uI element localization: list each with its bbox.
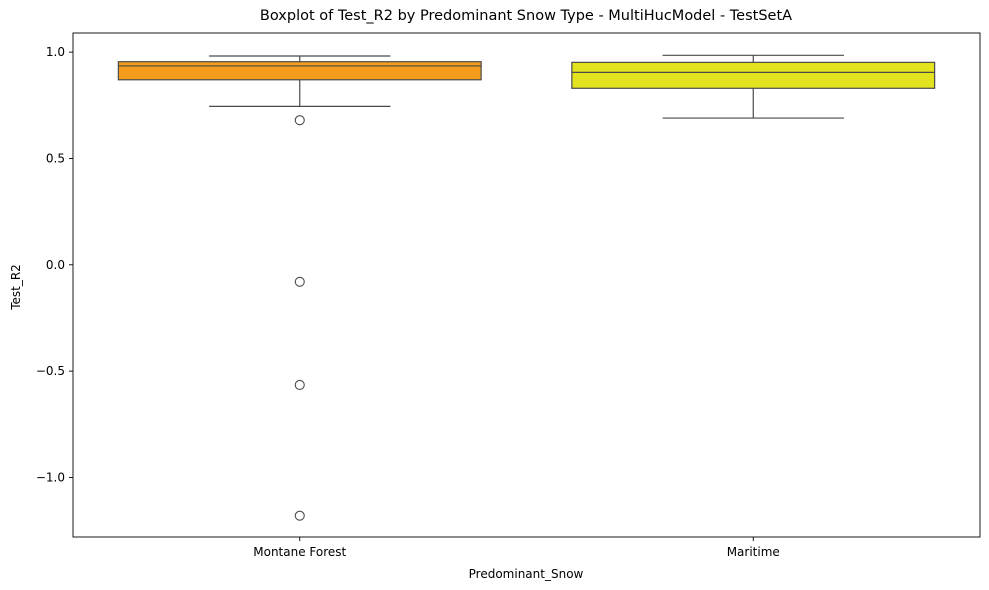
outlier-point: [294, 115, 305, 126]
y-tick-label: 1.0: [46, 45, 65, 59]
iqr-box: [571, 61, 936, 89]
y-tick-label: 0.0: [46, 258, 65, 272]
x-tick-label: Maritime: [727, 545, 780, 559]
x-axis-label: Predominant_Snow: [469, 567, 584, 581]
y-tick-label: 0.5: [46, 151, 65, 165]
plot-area: 1.0 0.5 0.0 −0.5 −1.0 Montane Forest Maritime: [36, 32, 981, 559]
iqr-box: [117, 61, 482, 81]
y-axis-label: Test_R2: [9, 264, 23, 311]
box-group: [117, 55, 482, 521]
x-tick-label: Montane Forest: [253, 545, 346, 559]
y-tick-label: −0.5: [36, 364, 65, 378]
outlier-point: [294, 379, 305, 390]
outlier-point: [294, 276, 305, 287]
chart-title: Boxplot of Test_R2 by Predominant Snow T…: [260, 8, 792, 24]
plot-frame: [72, 32, 981, 538]
outlier-point: [294, 510, 305, 521]
y-tick-label: −1.0: [36, 470, 65, 484]
box-group: [571, 54, 936, 119]
